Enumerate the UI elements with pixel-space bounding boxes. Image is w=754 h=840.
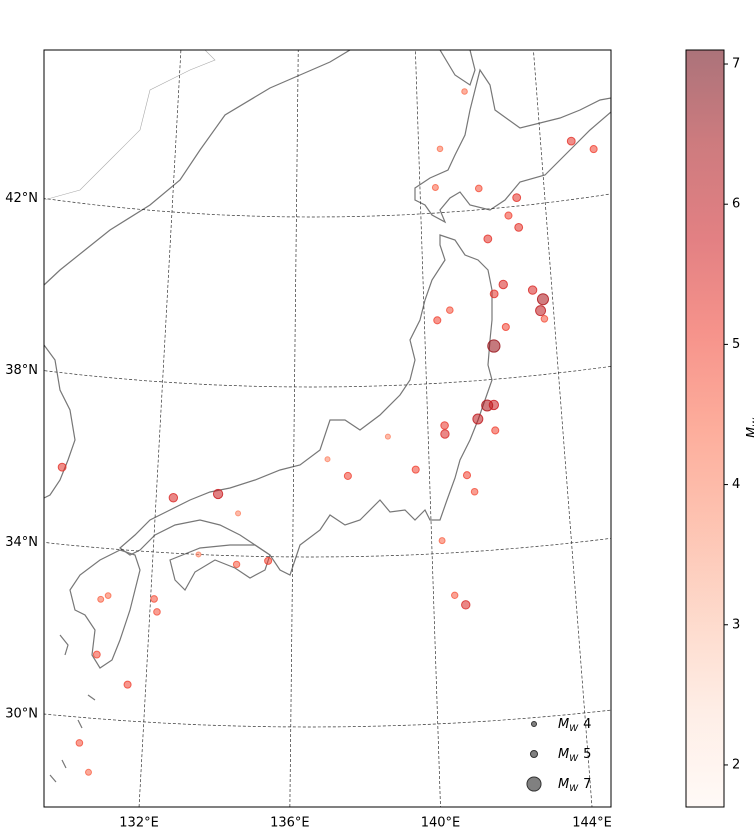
meridian xyxy=(289,0,299,836)
legend-marker xyxy=(527,777,541,791)
earthquake xyxy=(462,89,468,95)
lat-label: 38°N xyxy=(5,363,38,378)
earthquake xyxy=(473,414,483,424)
lat-label: 34°N xyxy=(5,535,38,550)
earthquake xyxy=(151,596,158,603)
earthquake xyxy=(437,146,443,152)
label-part: 7 xyxy=(583,777,591,792)
colorbar-tick-label: 2 xyxy=(732,757,740,772)
earthquake xyxy=(492,427,499,434)
earthquake xyxy=(213,489,222,498)
coastlines xyxy=(44,50,611,782)
parallel xyxy=(0,157,754,217)
earthquake xyxy=(124,681,131,688)
earthquake xyxy=(452,592,458,598)
earthquake xyxy=(528,286,536,294)
meridian xyxy=(412,0,443,836)
label-part: W xyxy=(569,724,579,734)
lon-label: 136°E xyxy=(270,816,310,831)
earthquake xyxy=(93,651,100,658)
earthquake xyxy=(513,194,521,202)
earthquake xyxy=(58,463,66,471)
lon-label: 132°E xyxy=(119,816,159,831)
earthquake xyxy=(502,323,509,330)
label-part: M xyxy=(745,427,754,438)
earthquake xyxy=(489,400,498,409)
earthquake xyxy=(169,494,177,502)
earthquake xyxy=(499,280,507,288)
earthquake xyxy=(536,306,546,316)
earthquake xyxy=(439,538,445,544)
earthquake xyxy=(432,185,438,191)
earthquake xyxy=(541,315,548,322)
earthquake xyxy=(515,223,523,231)
colorbar xyxy=(686,50,724,807)
earthquake xyxy=(236,511,241,516)
earthquake xyxy=(98,596,104,602)
lat-label: 42°N xyxy=(5,191,38,206)
lon-label: 144°E xyxy=(572,816,612,831)
earthquake xyxy=(434,317,441,324)
colorbar-tick-label: 3 xyxy=(732,617,740,632)
earthquake xyxy=(441,422,449,430)
earthquake xyxy=(86,769,92,775)
label-part: W xyxy=(569,784,579,794)
colorbar-tick-label: 5 xyxy=(732,337,740,352)
earthquake xyxy=(105,593,111,599)
colorbar-label: MW xyxy=(745,417,754,438)
label-part: M xyxy=(558,717,569,732)
earthquake xyxy=(325,457,330,462)
earthquake xyxy=(484,235,492,243)
label-part: M xyxy=(558,777,569,792)
parallel xyxy=(0,497,754,557)
earthquake xyxy=(385,434,390,439)
lon-label: 140°E xyxy=(421,816,461,831)
earthquake xyxy=(344,472,351,479)
parallel xyxy=(0,667,754,727)
earthquake xyxy=(447,307,454,314)
parallel xyxy=(0,327,754,387)
earthquake xyxy=(196,552,201,557)
earthquake xyxy=(490,290,498,298)
colorbar-tick-label: 6 xyxy=(732,197,740,212)
earthquakes xyxy=(33,89,598,780)
lat-label: 30°N xyxy=(5,706,38,721)
earthquake xyxy=(590,146,597,153)
earthquake xyxy=(475,185,482,192)
colorbar-tick-label: 4 xyxy=(732,477,740,492)
earthquake xyxy=(154,609,161,616)
legend-marker xyxy=(530,750,537,757)
earthquake xyxy=(462,601,470,609)
colorbar-tick-label: 7 xyxy=(732,57,740,72)
earthquake xyxy=(463,472,470,479)
earthquake xyxy=(488,340,500,352)
earthquake xyxy=(537,294,548,305)
earthquake xyxy=(412,466,419,473)
earthquake xyxy=(265,557,272,564)
earthquake xyxy=(33,775,39,781)
meridian xyxy=(526,0,598,836)
earthquake xyxy=(233,561,239,567)
label-part: W xyxy=(569,754,579,764)
earthquake xyxy=(567,137,575,145)
earthquake xyxy=(505,212,512,219)
legend-marker xyxy=(532,722,537,727)
meridian xyxy=(134,0,186,836)
label-part: 4 xyxy=(583,717,591,732)
earthquake xyxy=(471,488,478,495)
label-part: M xyxy=(558,747,569,762)
label-part: 5 xyxy=(583,747,591,762)
earthquake xyxy=(441,430,449,438)
earthquake xyxy=(76,740,83,747)
